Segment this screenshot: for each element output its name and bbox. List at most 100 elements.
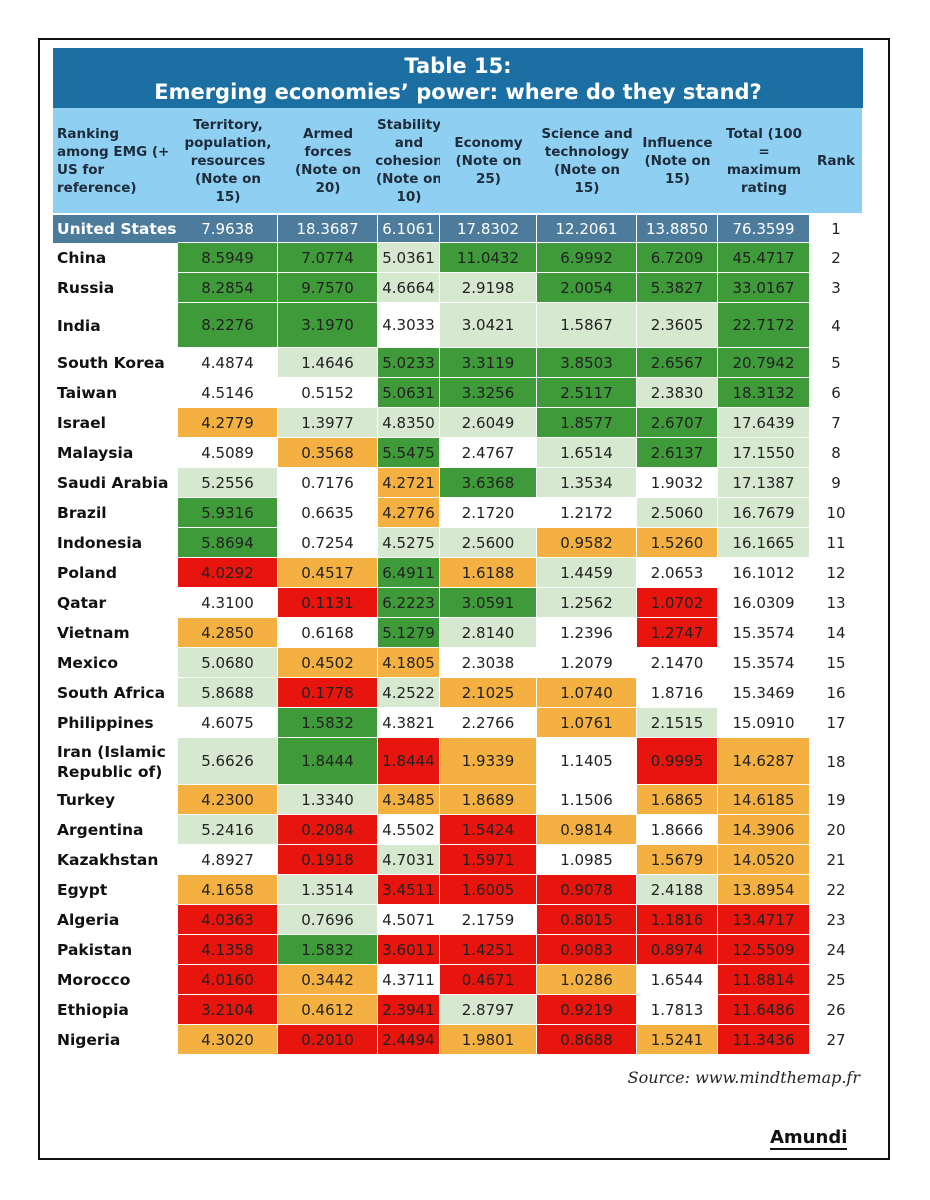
cell: 4.2300 [178, 785, 277, 814]
cell: 2.1759 [440, 905, 536, 934]
cell: 0.7176 [278, 468, 377, 497]
cell: 15.0910 [718, 708, 809, 737]
cell: 1.6005 [440, 875, 536, 904]
cell: 1.2079 [537, 648, 636, 677]
row-name: Algeria [57, 911, 120, 929]
cell: 4.3711 [378, 965, 439, 994]
row-name: Indonesia [57, 534, 143, 552]
cell: 0.3442 [278, 965, 377, 994]
row-name: South Korea [57, 354, 165, 372]
rank: 4 [831, 316, 841, 335]
cell: 1.8577 [537, 408, 636, 437]
row-name: Ethiopia [57, 1001, 129, 1019]
subtitle: Emerging economies’ power: where do they… [154, 80, 762, 104]
rank: 9 [831, 474, 841, 492]
cell: 2.4494 [378, 1025, 439, 1054]
cell: 0.4612 [278, 995, 377, 1024]
cell: 4.8927 [178, 845, 277, 874]
cell: 1.3977 [278, 408, 377, 437]
cell: 18.3132 [718, 378, 809, 407]
cell: 1.5241 [637, 1025, 717, 1054]
row-name: Qatar [57, 594, 107, 612]
rank: 18 [826, 752, 846, 771]
cell: 1.5679 [637, 845, 717, 874]
cell: 4.0160 [178, 965, 277, 994]
cell: 2.2766 [440, 708, 536, 737]
cell: 5.0680 [178, 648, 277, 677]
cell: 0.9582 [537, 528, 636, 557]
cell: 12.5509 [718, 935, 809, 964]
cell: 0.3568 [278, 438, 377, 467]
cell: 4.5275 [378, 528, 439, 557]
cell: 3.2104 [178, 995, 277, 1024]
cell: 15.3469 [718, 678, 809, 707]
cell: 1.8444 [278, 738, 377, 784]
cell: 4.2721 [378, 468, 439, 497]
cell: 1.0985 [537, 845, 636, 874]
cell: 3.4511 [378, 875, 439, 904]
rank: 13 [826, 594, 846, 612]
cell: 12.2061 [537, 215, 636, 242]
cell: 4.3485 [378, 785, 439, 814]
cell: 1.8666 [637, 815, 717, 844]
cell: 0.7254 [278, 528, 377, 557]
row-name: United States [53, 215, 178, 243]
cell: 3.6011 [378, 935, 439, 964]
cell: 13.4717 [718, 905, 809, 934]
cell: 11.6486 [718, 995, 809, 1024]
rank: 1 [831, 220, 841, 238]
cell: 4.2776 [378, 498, 439, 527]
cell: 0.2084 [278, 815, 377, 844]
cell: 1.2172 [537, 498, 636, 527]
cell: 15.3574 [718, 618, 809, 647]
cell: 3.3256 [440, 378, 536, 407]
cell: 5.2556 [178, 468, 277, 497]
row-name: Brazil [57, 504, 107, 522]
cell: 1.4251 [440, 935, 536, 964]
row-name: Taiwan [57, 384, 118, 402]
cell: 22.7172 [718, 303, 809, 347]
cell: 11.3436 [718, 1025, 809, 1054]
column-header: Armed forces (Note on 20) [278, 108, 378, 213]
cell: 2.6137 [637, 438, 717, 467]
logo: Amundi [770, 1126, 848, 1150]
column-header: Stability and cohesion (Note on 10) [375, 108, 443, 213]
cell: 4.2850 [178, 618, 277, 647]
cell: 1.0740 [537, 678, 636, 707]
row-name: Mexico [57, 654, 119, 672]
cell: 4.5071 [378, 905, 439, 934]
cell: 3.0421 [440, 303, 536, 347]
cell: 0.4502 [278, 648, 377, 677]
rank: 24 [826, 941, 846, 959]
row-name: Russia [57, 279, 115, 297]
row-name: Kazakhstan [57, 851, 159, 869]
column-header: Science and technology (Note on 15) [537, 108, 637, 213]
cell: 45.4717 [718, 243, 809, 272]
cell: 4.2779 [178, 408, 277, 437]
cell: 8.5949 [178, 243, 277, 272]
column-header: Ranking among EMG (+ US for reference) [53, 108, 178, 213]
cell: 0.1778 [278, 678, 377, 707]
cell: 5.8688 [178, 678, 277, 707]
cell: 4.5502 [378, 815, 439, 844]
cell: 1.3514 [278, 875, 377, 904]
cell: 14.3906 [718, 815, 809, 844]
column-header: Territory, population, resources (Note o… [178, 108, 278, 213]
cell: 1.2396 [537, 618, 636, 647]
cell: 0.6168 [278, 618, 377, 647]
rank: 7 [831, 414, 841, 432]
row-name: Iran (Islamic Republic of) [57, 742, 166, 781]
rank: 26 [826, 1001, 846, 1019]
cell: 4.1658 [178, 875, 277, 904]
cell: 6.9992 [537, 243, 636, 272]
row-name: Vietnam [57, 624, 130, 642]
cell: 2.8797 [440, 995, 536, 1024]
cell: 4.0363 [178, 905, 277, 934]
cell: 2.3038 [440, 648, 536, 677]
cell: 1.2562 [537, 588, 636, 617]
cell: 5.9316 [178, 498, 277, 527]
cell: 5.2416 [178, 815, 277, 844]
row-name: South Africa [57, 684, 166, 702]
cell: 17.1387 [718, 468, 809, 497]
